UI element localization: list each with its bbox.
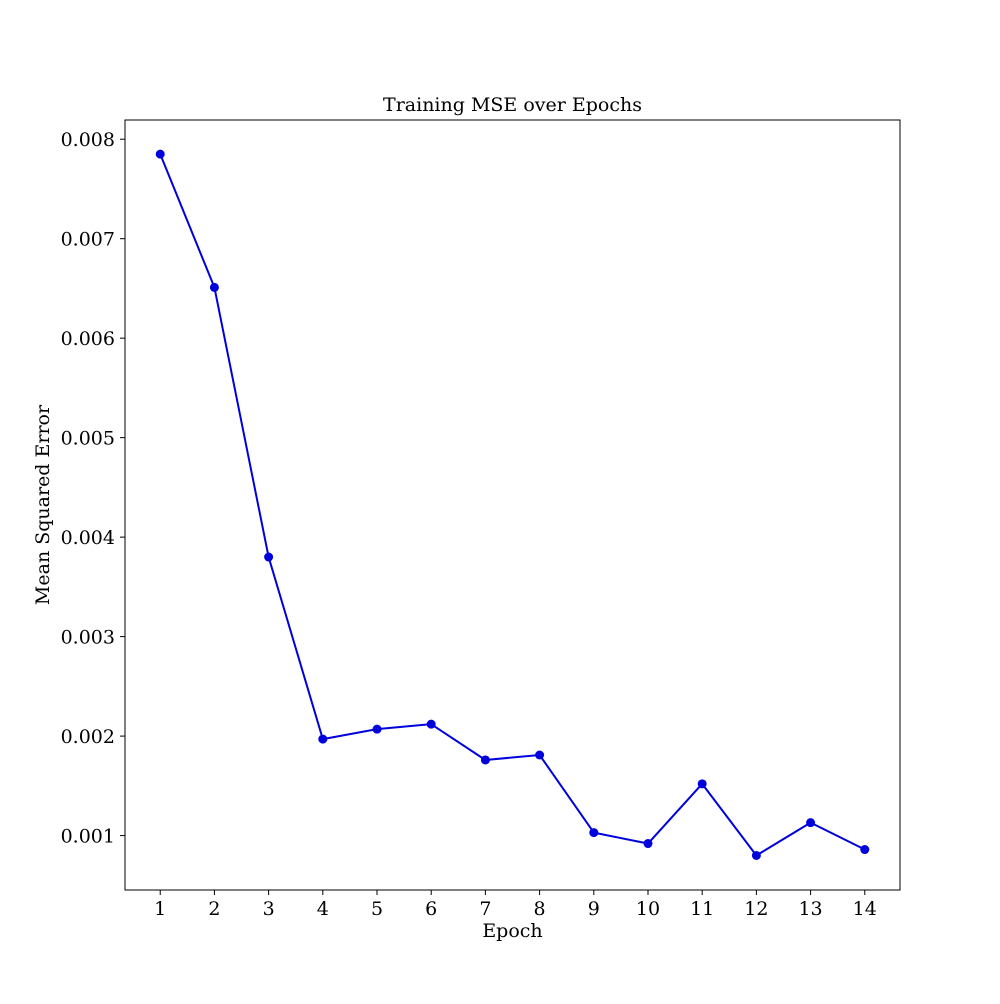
x-tick-label: 3 <box>263 898 275 920</box>
data-point <box>806 818 816 828</box>
data-point <box>209 282 219 292</box>
chart-title: Training MSE over Epochs <box>383 94 642 116</box>
data-point <box>426 719 436 729</box>
x-axis-label: Epoch <box>482 920 542 942</box>
data-point <box>589 828 599 838</box>
y-tick-label: 0.006 <box>61 328 115 350</box>
x-tick-label: 8 <box>534 898 546 920</box>
data-point <box>318 734 328 744</box>
x-tick-label: 13 <box>798 898 822 920</box>
y-tick-label: 0.003 <box>61 627 115 649</box>
series <box>155 149 870 860</box>
data-point <box>535 750 545 760</box>
x-tick-label: 14 <box>853 898 877 920</box>
y-tick-label: 0.005 <box>61 428 115 450</box>
ticks: 1 2 3 4 5 6 7 8 9 10 11 12 13 140.0010.0020.0030.0040… <box>61 129 877 920</box>
x-tick-label: 10 <box>636 898 660 920</box>
x-tick-label: 5 <box>371 898 383 920</box>
series-line <box>159 153 866 857</box>
x-tick-label: 12 <box>744 898 768 920</box>
axes <box>124 119 901 891</box>
x-tick-label: 11 <box>690 898 714 920</box>
x-tick-label: 4 <box>317 898 329 920</box>
x-tick-label: 2 <box>208 898 220 920</box>
y-tick-label: 0.008 <box>61 129 115 151</box>
data-point <box>480 755 490 765</box>
y-tick-label: 0.007 <box>61 229 115 251</box>
data-point <box>860 845 870 855</box>
y-tick-label: 0.001 <box>61 826 115 848</box>
data-point <box>643 839 653 849</box>
data-point <box>372 724 382 734</box>
plot-frame <box>124 119 901 891</box>
x-tick-label: 9 <box>588 898 600 920</box>
data-point <box>264 552 274 562</box>
x-tick-label: 6 <box>425 898 437 920</box>
data-point <box>751 850 761 860</box>
y-tick-label: 0.004 <box>61 527 115 549</box>
y-tick-label: 0.002 <box>61 726 115 748</box>
data-point <box>155 149 165 159</box>
y-axis-label: Mean Squared Error <box>32 404 54 605</box>
data-point <box>697 779 707 789</box>
x-tick-label: 1 <box>154 898 166 920</box>
x-tick-label: 7 <box>479 898 491 920</box>
